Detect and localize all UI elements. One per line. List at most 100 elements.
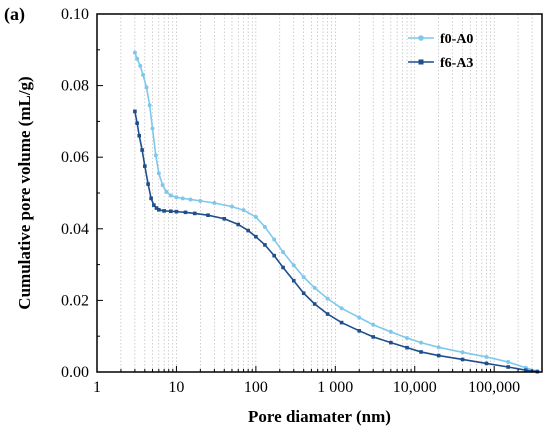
data-point — [174, 195, 179, 200]
data-point — [371, 335, 376, 339]
data-point — [272, 253, 276, 258]
y-tick-label: 0.10 — [61, 6, 89, 23]
y-tick-label: 0.02 — [61, 292, 89, 309]
data-point — [135, 121, 139, 125]
data-point — [206, 213, 210, 217]
data-point — [523, 368, 528, 373]
x-tick-label: 10 — [168, 379, 184, 396]
x-axis-title: Pore diamater (nm) — [248, 407, 391, 426]
data-point — [236, 222, 241, 227]
plot-frame — [96, 13, 543, 373]
data-point — [312, 302, 317, 306]
data-point — [229, 204, 234, 209]
data-point — [157, 208, 161, 212]
legend-item-f0-A0: f0-A0 — [408, 32, 473, 47]
data-point — [154, 206, 159, 210]
data-point — [339, 320, 344, 325]
data-point — [312, 285, 317, 290]
y-tick-label: 0.06 — [61, 149, 89, 166]
data-point — [506, 359, 511, 364]
data-point — [419, 350, 423, 354]
legend: f0-A0 f6-A3 — [408, 32, 473, 71]
data-point — [132, 50, 137, 55]
data-point — [133, 109, 137, 114]
data-point — [460, 357, 465, 362]
data-point — [301, 291, 306, 296]
legend-marker-f0-A0 — [418, 35, 424, 41]
y-tick-label: 0.04 — [61, 221, 89, 238]
data-point — [291, 263, 296, 268]
data-point — [405, 345, 409, 350]
grid-lines — [120, 14, 533, 372]
data-point — [192, 211, 197, 216]
data-point — [169, 209, 173, 214]
data-point — [137, 133, 142, 138]
data-point — [183, 210, 188, 215]
panel-label: (a) — [4, 4, 25, 25]
data-point — [357, 315, 362, 320]
x-tick-label: 100,000 — [468, 379, 520, 396]
data-point — [241, 208, 246, 213]
data-point — [389, 340, 393, 345]
data-point — [291, 278, 296, 283]
data-point — [436, 353, 441, 358]
data-point — [146, 182, 150, 186]
data-point — [164, 189, 169, 194]
data-point — [253, 214, 258, 219]
x-tick-label: 100 — [244, 379, 268, 396]
legend-label-f0-A0: f0-A0 — [440, 32, 473, 47]
data-point — [222, 216, 227, 221]
data-point — [140, 148, 144, 152]
data-point — [419, 340, 424, 345]
data-point — [325, 312, 330, 316]
y-axis-title: Cumulative pore volume (mL/g) — [15, 76, 34, 309]
data-point — [272, 237, 277, 242]
series-f0-A0 — [132, 50, 540, 374]
y-tick-label: 0.08 — [61, 78, 89, 95]
data-point — [212, 201, 217, 206]
data-point — [150, 126, 155, 131]
data-point — [506, 365, 510, 369]
data-point — [371, 322, 376, 327]
x-tick-label: 1 000 — [317, 379, 353, 396]
data-point — [263, 243, 267, 247]
data-point — [281, 265, 285, 270]
data-point — [325, 296, 330, 301]
data-point — [436, 345, 441, 350]
axis-ticks: 1 10 100 1 000 10,000 100,000 0.00 0.02 0.04 0.06… — [61, 6, 543, 396]
data-point — [180, 196, 185, 201]
series-layer — [132, 50, 540, 374]
data-point — [484, 354, 489, 359]
data-point — [162, 209, 166, 213]
data-point — [174, 209, 179, 214]
legend-marker-f6-A3 — [418, 59, 424, 65]
x-tick-label: 10,000 — [393, 379, 437, 396]
series-line — [134, 111, 538, 373]
data-point — [147, 103, 152, 108]
legend-item-f6-A3: f6-A3 — [408, 56, 473, 71]
data-point — [405, 335, 410, 340]
data-point — [198, 198, 203, 203]
data-point — [152, 203, 156, 207]
data-point — [262, 225, 267, 230]
data-point — [460, 350, 465, 355]
data-point — [135, 56, 140, 61]
series-f6-A3 — [133, 109, 540, 374]
data-point — [149, 196, 153, 201]
data-point — [153, 153, 158, 158]
data-point — [484, 361, 489, 366]
data-point — [156, 171, 161, 176]
data-point — [143, 164, 147, 168]
data-point — [141, 72, 146, 77]
data-point — [168, 193, 173, 198]
data-point — [246, 228, 250, 233]
data-point — [254, 234, 258, 239]
data-point — [301, 275, 306, 280]
x-tick-label: 1 — [93, 379, 101, 396]
data-point — [339, 306, 344, 311]
data-point — [388, 329, 393, 334]
data-point — [357, 329, 362, 333]
data-point — [188, 197, 193, 202]
data-point — [144, 85, 149, 90]
data-point — [160, 183, 165, 188]
